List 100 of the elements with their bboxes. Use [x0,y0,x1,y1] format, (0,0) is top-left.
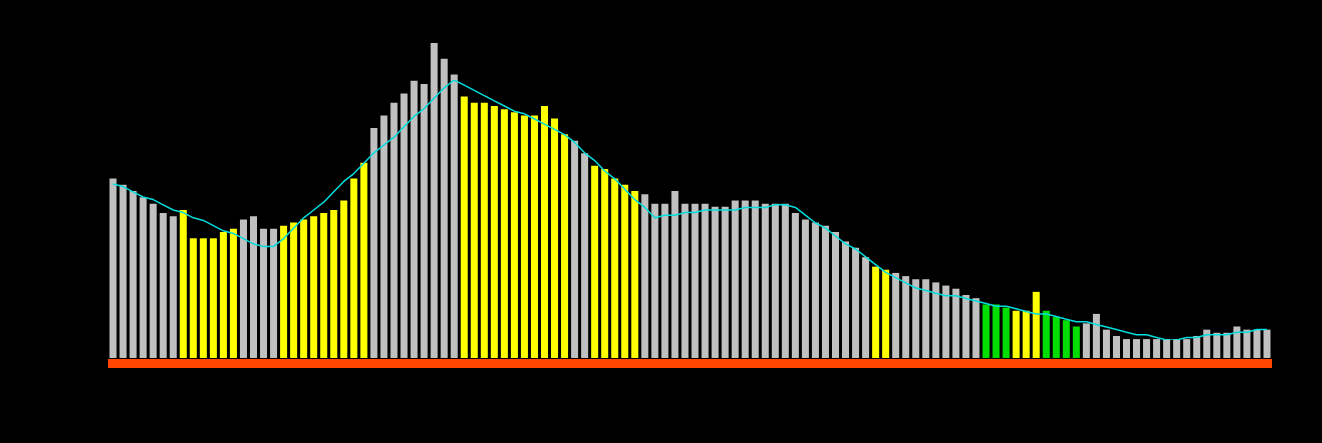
bar [290,222,298,358]
bar [852,247,860,358]
bar [1012,310,1020,358]
bar [1022,310,1030,358]
bar [952,288,960,358]
bar [651,203,659,358]
bar [611,178,619,358]
bar [1193,335,1201,358]
bar [842,241,850,358]
bar [129,191,137,358]
bar [581,153,589,358]
bar [781,203,789,358]
bar [310,216,318,358]
bar [892,272,900,358]
bar [551,118,559,358]
bar [1233,326,1241,358]
bar [229,228,237,358]
bar [882,269,890,358]
bar [1112,335,1120,358]
bar [109,178,117,358]
bar [300,219,308,358]
bar [189,238,197,358]
bar [751,200,759,358]
bar [1183,339,1191,358]
bar [992,304,1000,358]
bar [1122,339,1131,358]
bar [831,232,840,358]
bar [1153,339,1161,358]
bar [340,200,348,358]
bar [1072,326,1080,358]
bar [169,216,177,358]
bar [962,295,970,358]
bar [430,43,438,358]
bar [149,203,157,358]
bar [902,276,910,358]
bar [701,203,709,358]
bar [711,206,719,358]
bar [641,194,649,358]
bar [199,238,207,358]
bar [681,203,689,358]
bar [571,140,579,358]
bar [631,191,639,358]
bar [500,109,508,358]
bar [801,219,809,358]
bar [1082,323,1090,358]
bar [1002,307,1010,358]
bar [1203,329,1211,358]
bar [761,203,769,358]
bar [601,169,609,358]
bar [731,200,739,358]
bar [410,80,418,358]
bar [209,238,217,358]
bar [400,93,408,358]
bar [239,219,247,358]
bar [1223,332,1231,358]
bar [1213,332,1221,358]
bar [972,298,980,358]
bar [771,203,779,358]
bar [280,225,288,358]
bar [1052,317,1060,358]
bar [1102,329,1110,358]
bar [490,106,498,358]
bar [1032,291,1040,358]
bar [1143,339,1151,358]
bar [821,225,829,358]
bar [1263,329,1271,358]
bar [661,203,669,358]
bar [791,213,799,358]
bar [912,279,920,358]
bar [159,213,167,358]
bar [872,266,880,358]
bar [530,115,538,358]
bar [811,222,819,358]
bar [390,102,398,358]
bar [1042,310,1050,358]
bar [370,128,378,358]
bar [591,165,599,358]
bar [671,191,679,358]
bar [330,209,338,358]
bar [922,279,930,358]
bar [119,184,127,358]
bar [1253,329,1261,358]
bar [691,203,699,358]
bar [932,282,940,358]
bar [1173,339,1181,358]
bar [721,206,729,358]
bar [320,213,328,358]
bar [219,232,227,358]
bar [741,200,749,358]
bar [440,58,448,358]
bar [862,257,870,358]
bar [942,285,950,358]
bar [450,74,458,358]
bar [179,209,187,358]
bar [540,106,549,358]
bar [982,304,990,358]
bar [1062,320,1070,358]
bar [380,115,388,358]
bar [249,216,258,358]
bar [460,96,468,358]
